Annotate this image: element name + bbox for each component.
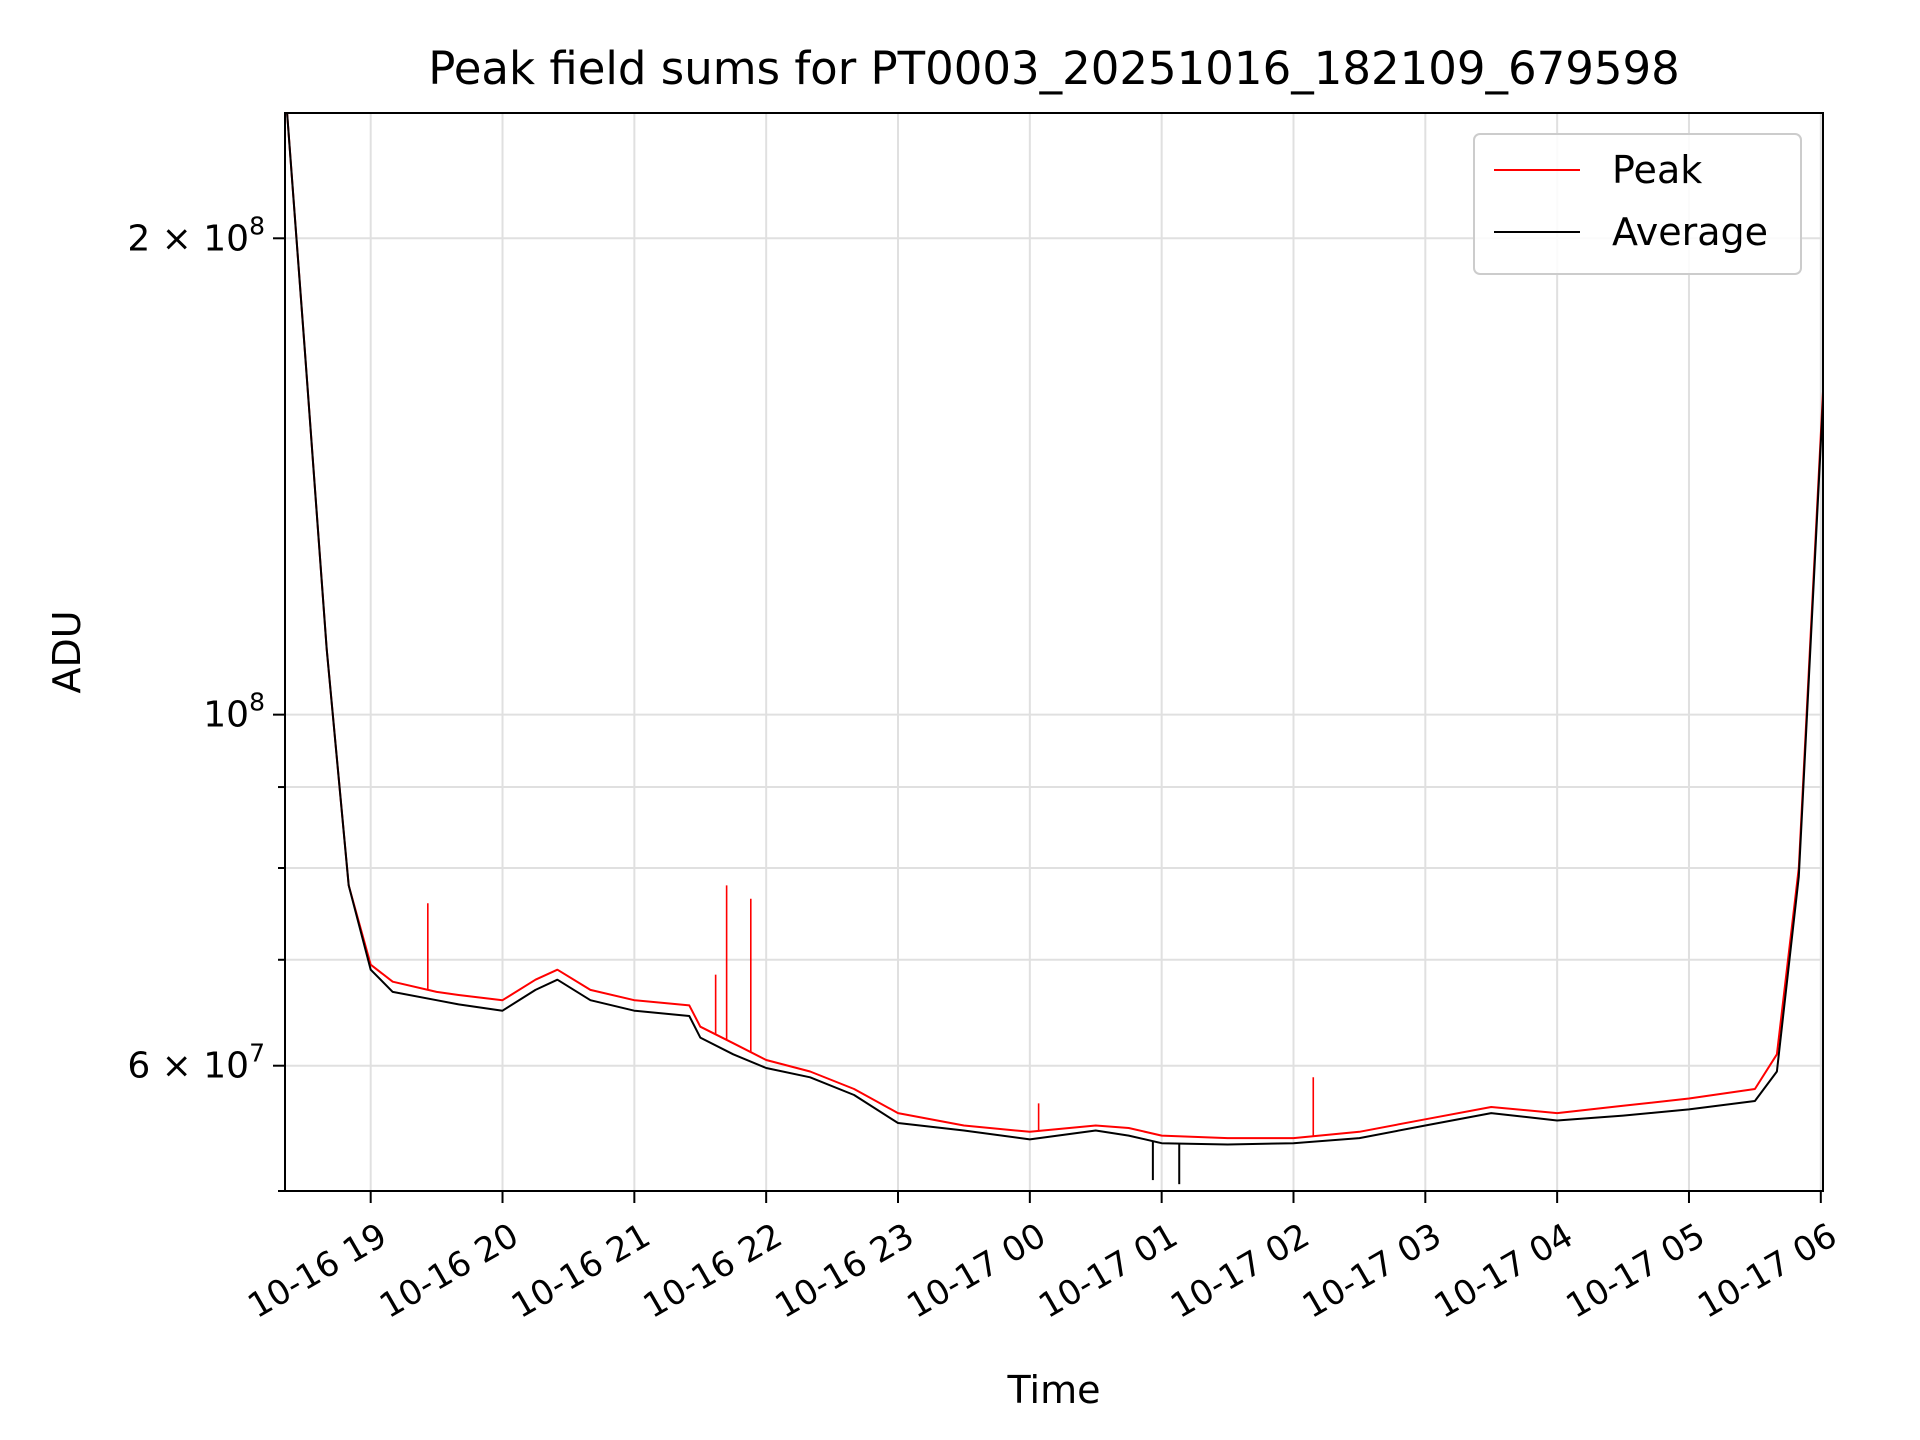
y-tick-label: 2 × 108 bbox=[127, 211, 265, 259]
y-tick-times: × bbox=[150, 218, 203, 259]
y-tick-label: 6 × 107 bbox=[127, 1039, 265, 1087]
plot-frame bbox=[284, 112, 1824, 1192]
y-tick-mantissa: 6 bbox=[127, 1046, 150, 1087]
series-line-average bbox=[286, 113, 1823, 1146]
y-tick-base: 10 bbox=[203, 695, 249, 736]
chart-title: Peak field sums for PT0003_20251016_1821… bbox=[428, 42, 1680, 95]
y-tick-exponent: 8 bbox=[249, 688, 265, 717]
y-tick-base: 10 bbox=[203, 218, 249, 259]
y-tick-base: 10 bbox=[203, 1046, 249, 1087]
legend-label-average: Average bbox=[1612, 210, 1768, 254]
legend: Peak Average bbox=[1473, 133, 1802, 275]
grid bbox=[285, 113, 1823, 1192]
y-tick-times: × bbox=[150, 1046, 203, 1087]
series-layer bbox=[286, 113, 1823, 1185]
y-tick-label: 108 bbox=[203, 688, 265, 736]
y-axis-label: ADU bbox=[45, 610, 89, 693]
y-tick-exponent: 7 bbox=[249, 1039, 265, 1068]
series-line-peak bbox=[286, 113, 1823, 1140]
y-tick-mantissa: 2 bbox=[127, 218, 150, 259]
y-tick-exponent: 8 bbox=[249, 211, 265, 240]
legend-label-peak: Peak bbox=[1612, 148, 1702, 192]
x-axis-label: Time bbox=[1007, 1368, 1101, 1412]
